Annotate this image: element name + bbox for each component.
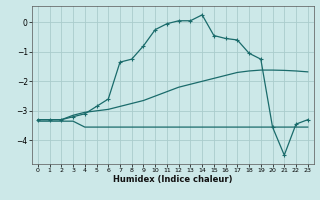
X-axis label: Humidex (Indice chaleur): Humidex (Indice chaleur) <box>113 175 233 184</box>
